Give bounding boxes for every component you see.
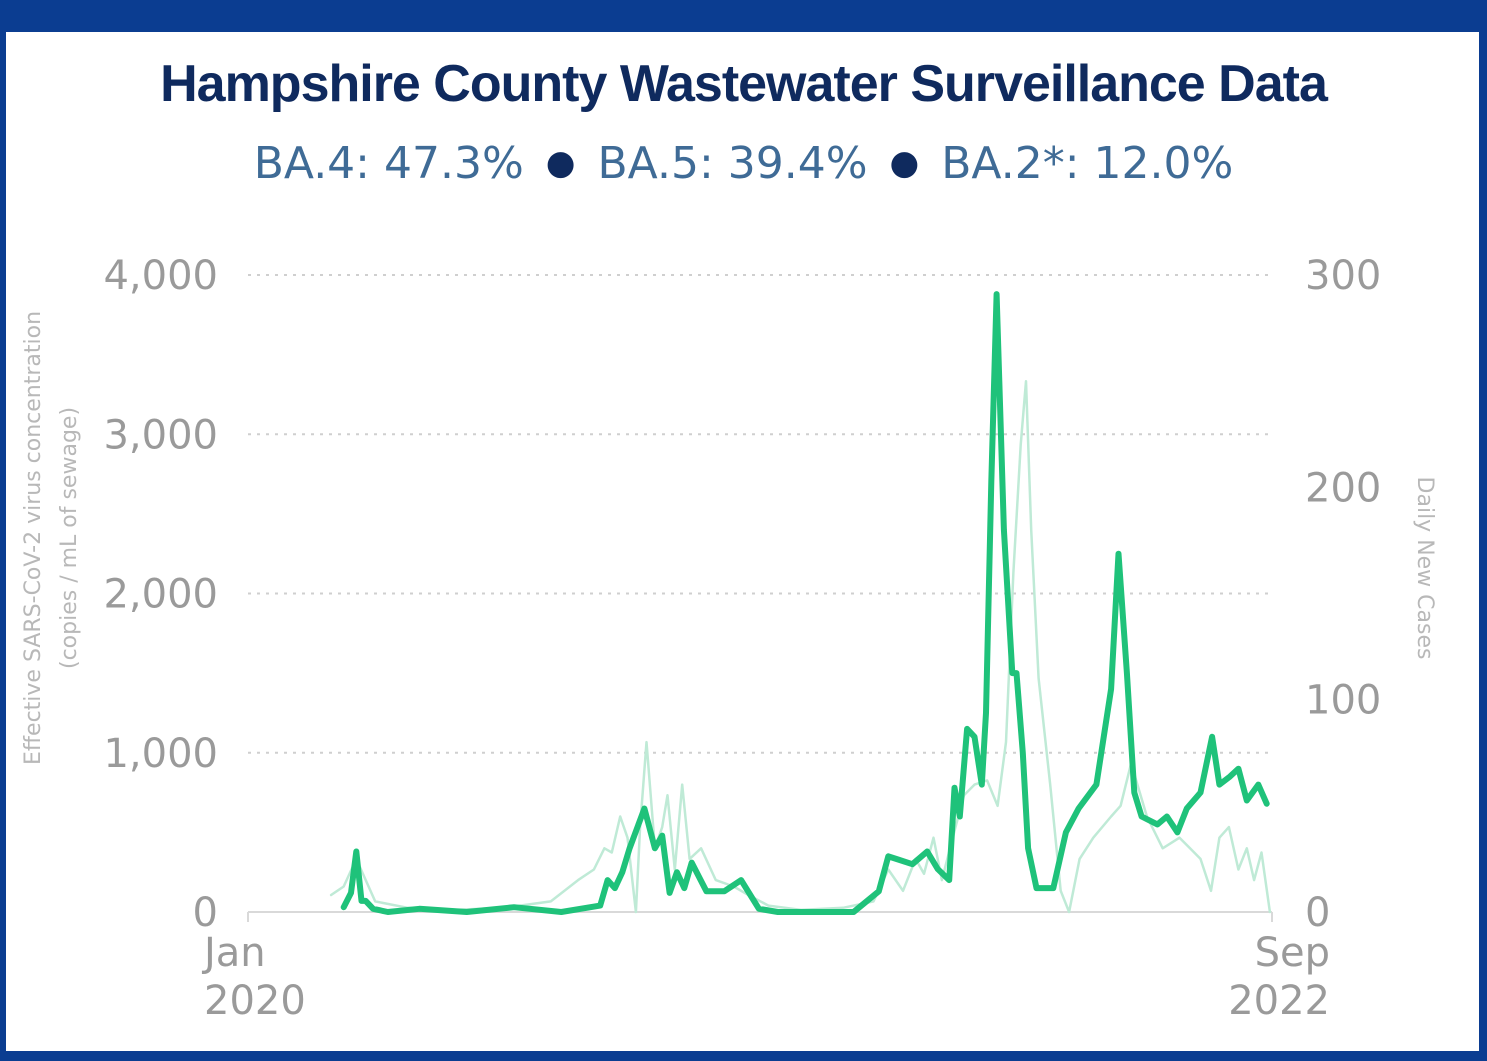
y-tick-label-left: 3,000	[103, 412, 218, 458]
y-tick-label-right: 200	[1305, 465, 1381, 511]
y-tick-label-left: 1,000	[103, 731, 218, 777]
y-tick-label-right: 100	[1305, 678, 1381, 724]
variant-summary: BA.4: 47.3% ● BA.5: 39.4% ● BA.2*: 12.0%	[0, 138, 1487, 189]
variant-ba2: BA.2*: 12.0%	[941, 138, 1234, 189]
y-axis-label-left: Effective SARS-CoV-2 virus concentration	[21, 311, 46, 765]
series-layer	[329, 291, 1272, 915]
x-tick-label-month: Jan	[201, 930, 266, 976]
y-axis-label-left-units: (copies / mL of sewage)	[57, 407, 82, 669]
x-tick-label-year: 2020	[204, 978, 306, 1024]
separator-dot: ●	[545, 143, 576, 183]
x-tick-label-month: Sep	[1255, 930, 1330, 976]
y-tick-label-left: 0	[193, 890, 218, 936]
y-tick-label-left: 2,000	[103, 572, 218, 618]
daily-cases-series-line	[329, 379, 1272, 914]
variant-ba5: BA.5: 39.4%	[597, 138, 868, 189]
separator-dot: ●	[889, 143, 920, 183]
y-axis-label-right: Daily New Cases	[1412, 477, 1437, 660]
x-tick-label-year: 2022	[1228, 978, 1330, 1024]
concentration-series-line	[340, 291, 1270, 915]
variant-ba4: BA.4: 47.3%	[253, 138, 524, 189]
chart-title: Hampshire County Wastewater Surveillance…	[160, 55, 1328, 113]
y-tick-label-left: 4,000	[103, 253, 218, 299]
y-tick-label-right: 0	[1305, 890, 1330, 936]
y-tick-label-right: 300	[1305, 253, 1381, 299]
